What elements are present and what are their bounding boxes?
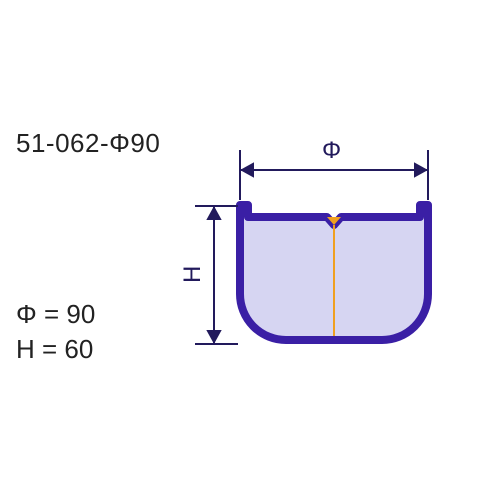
cross-section-diagram: [0, 0, 500, 500]
